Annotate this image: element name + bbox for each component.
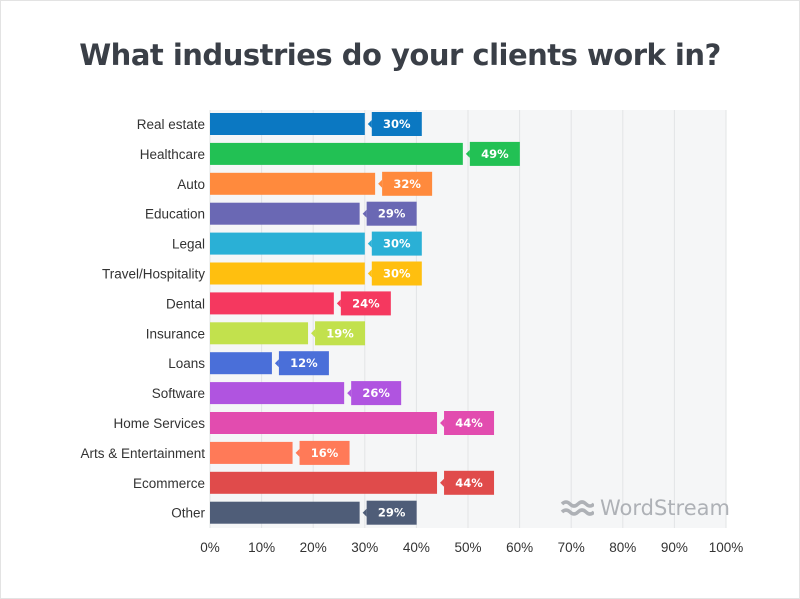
data-label: 16% <box>311 446 339 460</box>
data-label-pointer <box>295 448 300 457</box>
data-label-pointer <box>440 478 445 487</box>
data-label: 12% <box>290 356 318 370</box>
bar <box>210 262 365 285</box>
category-label: Loans <box>168 356 205 371</box>
data-label-pointer <box>440 419 445 427</box>
data-label-pointer <box>367 269 372 278</box>
data-label: 29% <box>378 506 406 520</box>
category-label: Auto <box>177 177 205 192</box>
bar <box>210 412 438 434</box>
data-label-pointer <box>465 149 470 158</box>
data-label-box <box>299 440 350 465</box>
category-label: Ecommerce <box>133 476 205 491</box>
data-label-box <box>340 291 391 316</box>
category-label: Arts & Entertainment <box>80 446 205 461</box>
data-label-box <box>382 171 433 196</box>
category-label: Dental <box>166 296 205 311</box>
chart-title: What industries do your clients work in? <box>79 38 721 72</box>
bar <box>210 471 438 494</box>
wordstream-logo: WordStream <box>560 496 730 520</box>
data-label-box <box>444 470 495 495</box>
data-label: 44% <box>455 416 483 430</box>
data-label: 19% <box>326 326 354 340</box>
data-label: 44% <box>455 476 483 490</box>
category-label: Other <box>171 506 205 521</box>
bar <box>210 352 272 375</box>
data-label-pointer <box>362 508 367 517</box>
x-tick-label: 50% <box>454 540 481 555</box>
x-tick-label: 60% <box>506 540 533 555</box>
data-label-box <box>278 351 329 376</box>
data-label-box <box>366 201 417 226</box>
category-label: Home Services <box>113 416 205 431</box>
data-label-pointer <box>311 329 316 338</box>
x-tick-label: 40% <box>403 540 430 555</box>
bar <box>210 113 365 135</box>
data-label-pointer <box>274 359 279 368</box>
bar <box>210 142 463 165</box>
category-label: Education <box>145 207 205 222</box>
bar <box>210 232 365 255</box>
data-label: 26% <box>362 386 390 400</box>
data-label-box <box>371 112 422 136</box>
data-label-box <box>366 500 417 525</box>
data-label: 49% <box>481 147 509 161</box>
category-label: Software <box>152 386 205 401</box>
x-tick-label: 90% <box>661 540 688 555</box>
x-tick-label: 70% <box>558 540 585 555</box>
data-label-pointer <box>362 209 367 218</box>
category-label: Insurance <box>146 326 205 341</box>
x-tick-label: 30% <box>351 540 378 555</box>
bar <box>210 501 360 524</box>
data-label-pointer <box>378 179 383 188</box>
data-label: 32% <box>393 177 421 191</box>
x-tick-label: 20% <box>300 540 327 555</box>
x-tick-label: 80% <box>609 540 636 555</box>
bar <box>210 441 293 464</box>
x-tick-label: 10% <box>248 540 275 555</box>
data-label-pointer <box>367 120 372 128</box>
data-label-box <box>315 321 366 346</box>
data-label-pointer <box>347 389 352 398</box>
category-label: Real estate <box>137 117 205 132</box>
category-label: Healthcare <box>140 147 205 162</box>
watermark-text: WordStream <box>600 496 730 520</box>
category-label: Legal <box>172 237 205 252</box>
bar <box>210 322 309 345</box>
data-label-pointer <box>367 239 372 248</box>
data-label-box <box>444 411 495 435</box>
bar <box>210 382 345 405</box>
wave-icon <box>560 500 594 516</box>
data-label-box <box>351 381 402 406</box>
bar <box>210 172 376 195</box>
data-label-box <box>371 231 422 256</box>
data-label: 30% <box>383 237 411 251</box>
data-label-box <box>469 141 520 166</box>
x-tick-label: 100% <box>709 540 744 555</box>
data-label: 30% <box>383 117 411 131</box>
category-label: Travel/Hospitality <box>102 267 205 282</box>
data-label: 30% <box>383 267 411 281</box>
data-label: 29% <box>378 207 406 221</box>
x-tick-label: 0% <box>200 540 220 555</box>
bar <box>210 292 334 315</box>
data-label: 24% <box>352 296 380 310</box>
bar <box>210 202 360 225</box>
data-label-box <box>371 261 422 286</box>
data-label-pointer <box>336 299 341 308</box>
